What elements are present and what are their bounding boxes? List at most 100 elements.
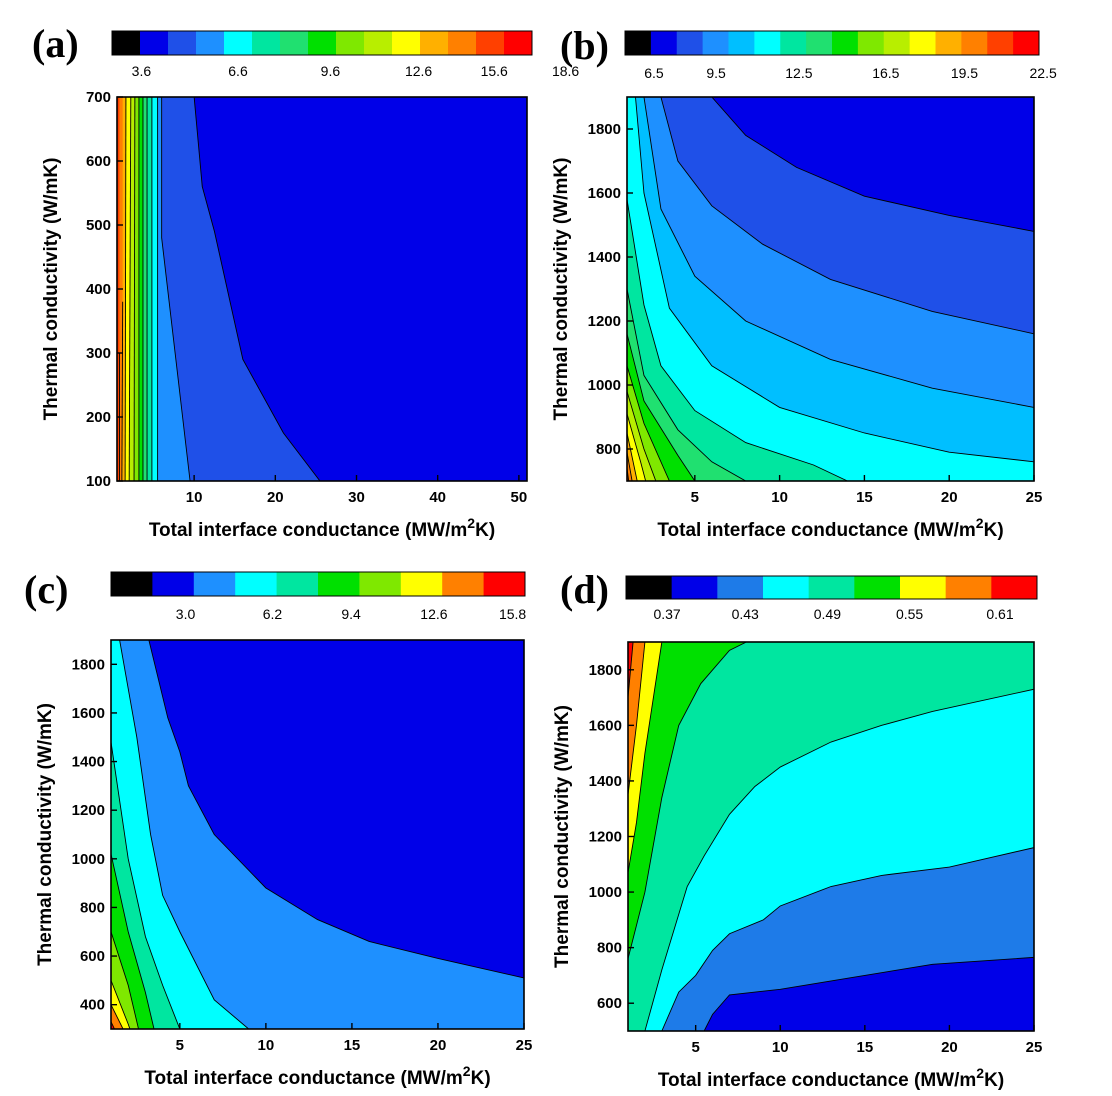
colorbar-label: 0.37 — [653, 606, 680, 622]
x-tick-label: 5 — [691, 1039, 699, 1056]
contour-line-2 — [643, 97, 1034, 408]
colorbar-swatch — [308, 31, 337, 55]
contour-band-4 — [627, 199, 848, 481]
y-tick-label: 600 — [80, 948, 105, 965]
colorbar-swatch — [763, 576, 810, 599]
colorbar-swatch — [364, 31, 393, 55]
contour-area — [628, 642, 1034, 1031]
y-axis-label: Thermal conductivity (W/mK) — [551, 158, 572, 421]
contour-line-10 — [627, 432, 638, 481]
contour-line-11 — [627, 452, 633, 481]
contour-line-1 — [119, 640, 249, 1029]
y-tick-label: 400 — [86, 281, 111, 298]
colorbar-swatch — [152, 572, 195, 596]
y-tick-label: 1800 — [588, 121, 621, 138]
colorbar-label: 12.6 — [420, 606, 447, 622]
colorbar-swatch — [806, 31, 833, 55]
contour-line-3 — [635, 97, 1034, 463]
y-tick-label: 1200 — [589, 829, 622, 846]
contour-line-6 — [627, 333, 696, 481]
chart-panel-c: 5 10 15 20 25 400 600 800 1000 1200 1400 1600 1800 To… — [35, 571, 533, 1089]
colorbar-swatch — [442, 572, 485, 596]
contour-line-4 — [628, 642, 747, 959]
contour-line-4 — [627, 199, 848, 481]
contour-area — [117, 97, 527, 481]
contour-line-8 — [128, 97, 132, 481]
colorbar-swatch — [193, 572, 236, 596]
colorbar-swatch — [448, 31, 477, 55]
colorbar-frame — [110, 571, 526, 597]
plot-frame — [626, 96, 1035, 482]
y-tick-label: 1400 — [588, 249, 621, 266]
colorbar-swatch — [728, 31, 755, 55]
colorbar-swatch — [626, 576, 673, 599]
colorbar-label: 6.6 — [228, 63, 248, 79]
contour-line-5 — [627, 288, 746, 481]
contour-line-6 — [111, 1004, 124, 1029]
colorbar-swatch — [780, 31, 807, 55]
x-axis-label: Total interface conductance (MW/m2K) — [658, 1065, 1004, 1091]
y-tick-label: 200 — [86, 409, 111, 426]
x-tick-label: 10 — [772, 1039, 789, 1056]
y-tick-label: 1600 — [589, 717, 622, 734]
contour-line-0 — [148, 640, 524, 979]
x-tick-label: 25 — [516, 1037, 533, 1054]
contour-line-2 — [111, 742, 181, 1029]
y-tick-label: 1400 — [589, 773, 622, 790]
colorbar-swatch — [1013, 31, 1040, 55]
colorbar-label: 9.6 — [321, 63, 341, 79]
contour-band-1 — [111, 640, 249, 1029]
y-tick-label: 800 — [596, 441, 621, 458]
x-tick-label: 40 — [429, 489, 446, 506]
contour-line-9 — [124, 97, 127, 481]
y-tick-label: 1800 — [72, 656, 105, 673]
colorbar-swatch — [420, 31, 449, 55]
colorbar-label: 18.6 — [552, 63, 579, 79]
y-tick-label: 1000 — [72, 851, 105, 868]
x-axis-label: Total interface conductance (MW/m2K) — [657, 515, 1003, 541]
contour-line-3 — [111, 853, 155, 1029]
colorbar-swatch — [336, 31, 365, 55]
x-axis-label: Total interface conductance (MW/m2K) — [144, 1063, 490, 1089]
colorbar-swatch — [392, 31, 421, 55]
colorbar-swatch — [991, 576, 1038, 599]
colorbar-swatch — [808, 576, 855, 599]
colorbar-label: 3.0 — [176, 606, 196, 622]
y-tick-label: 700 — [86, 89, 111, 106]
x-tick-label: 15 — [856, 489, 873, 506]
colorbar-label: 0.43 — [732, 606, 759, 622]
colorbar-label: 12.6 — [405, 63, 432, 79]
y-tick-label: 600 — [86, 153, 111, 170]
x-tick-label: 20 — [941, 489, 958, 506]
colorbar-swatch — [702, 31, 729, 55]
contour-line-2 — [661, 847, 1034, 1031]
colorbar-label: 6.5 — [644, 65, 664, 81]
colorbar-swatch — [935, 31, 962, 55]
colorbar-swatch — [854, 576, 901, 599]
x-tick-label: 5 — [691, 489, 699, 506]
colorbar-swatch — [359, 572, 402, 596]
colorbar-label: 16.5 — [872, 65, 899, 81]
chart-panel-b: 5 10 15 20 25 800 1000 1200 1400 1600 1800 Total in… — [551, 30, 1057, 541]
colorbar-label: 9.5 — [706, 65, 726, 81]
contour-line-0 — [193, 97, 321, 481]
panel-label-a: (a) — [32, 21, 79, 66]
contour-line-1 — [703, 956, 1034, 1031]
colorbar-swatch — [235, 572, 278, 596]
contour-line-1 — [660, 97, 1034, 335]
colorbar-swatch — [140, 31, 169, 55]
contour-line-6 — [628, 642, 646, 795]
colorbar-swatch — [111, 572, 153, 596]
x-tick-label: 20 — [430, 1037, 447, 1054]
colorbar-label: 0.55 — [896, 606, 923, 622]
colorbar-swatch — [168, 31, 197, 55]
contour-band-3 — [627, 97, 1034, 481]
y-tick-label: 1600 — [72, 705, 105, 722]
x-axis-label: Total interface conductance (MW/m2K) — [149, 515, 495, 541]
colorbar-swatch — [961, 31, 988, 55]
y-axis-label: Thermal conductivity (W/mK) — [35, 703, 56, 966]
contour-line-7 — [133, 97, 136, 481]
y-tick-label: 1600 — [588, 185, 621, 202]
y-tick-label: 800 — [597, 940, 622, 957]
